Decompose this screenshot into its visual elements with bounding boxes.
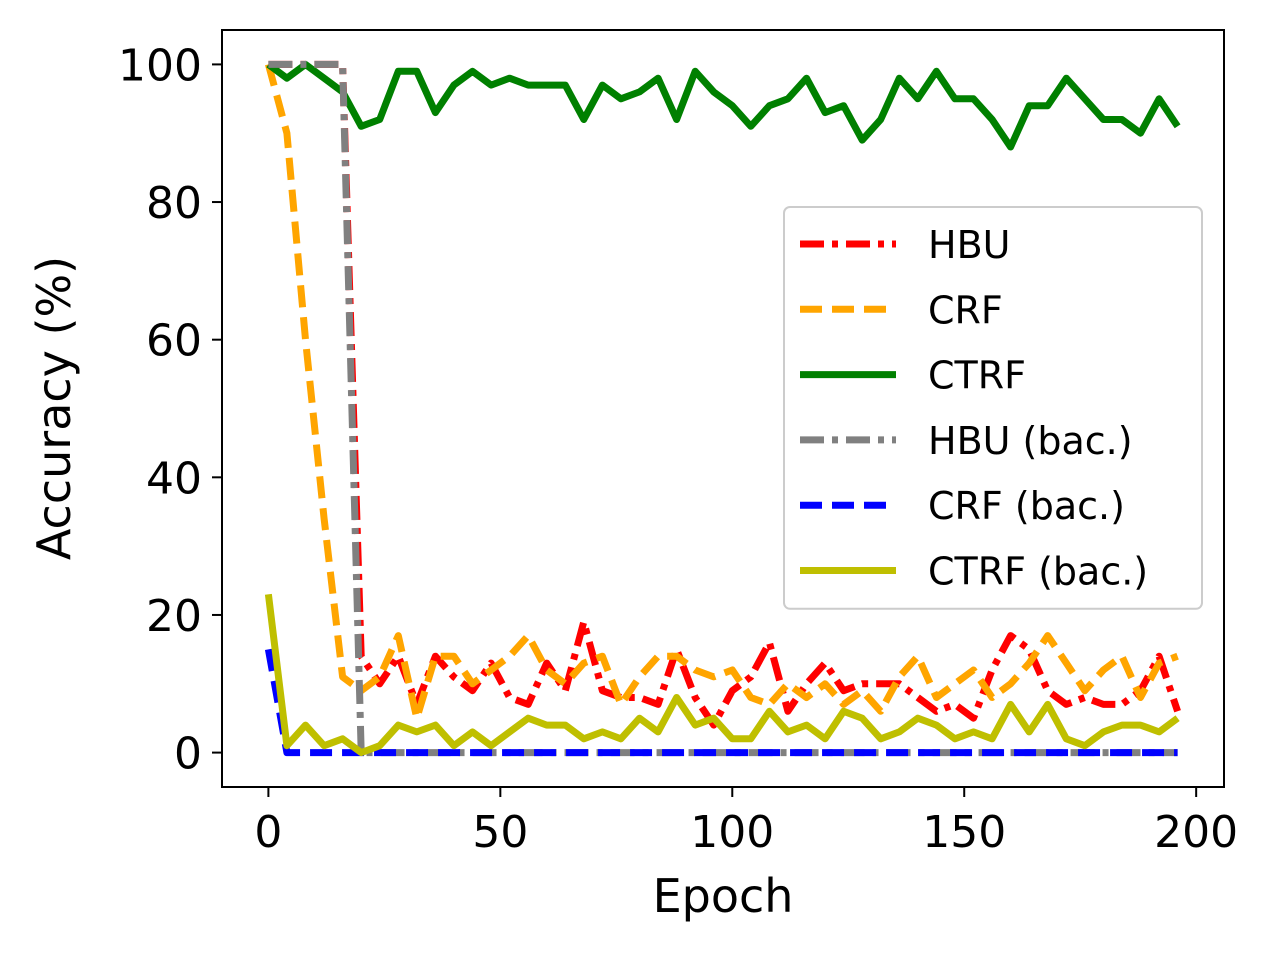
legend-label: CRF (bac.) xyxy=(928,484,1125,528)
x-tick-label: 100 xyxy=(690,807,774,858)
x-tick-label: 150 xyxy=(922,807,1006,858)
legend: HBU CRF CTRF HBU (bac.) CRF (bac.) CTRF (bac.… xyxy=(783,206,1203,610)
series-line-crf-bac xyxy=(264,648,1178,757)
y-tick-label: 0 xyxy=(174,729,202,780)
y-tick-label: 100 xyxy=(118,40,202,91)
y-tick-label: 20 xyxy=(146,591,202,642)
legend-label: CTRF (bac.) xyxy=(928,550,1148,594)
legend-label: CRF xyxy=(928,288,1003,332)
legend-box xyxy=(783,206,1203,610)
y-tick-label: 80 xyxy=(146,178,202,229)
y-tick-label: 40 xyxy=(146,453,202,504)
legend-label: HBU (bac.) xyxy=(928,419,1133,463)
series-line-ctrf xyxy=(266,60,1181,151)
x-axis-label: Epoch xyxy=(653,869,794,923)
legend-label: CTRF xyxy=(928,354,1026,398)
x-tick-label: 0 xyxy=(254,807,282,858)
series-line-ctrf-bac xyxy=(264,593,1180,757)
x-axis-ticks: 0 50 100 150 200 xyxy=(254,787,1238,858)
y-tick-label: 60 xyxy=(146,316,202,367)
y-axis-ticks: 0 20 40 60 80 100 xyxy=(118,40,222,780)
y-axis-label: Accuracy (%) xyxy=(27,256,81,560)
plot-area xyxy=(221,29,1225,788)
x-tick-label: 50 xyxy=(472,807,528,858)
x-tick-label: 200 xyxy=(1154,807,1238,858)
series-layer xyxy=(264,60,1181,757)
legend-label: HBU xyxy=(928,223,1010,267)
series-line-crf xyxy=(265,63,1179,722)
